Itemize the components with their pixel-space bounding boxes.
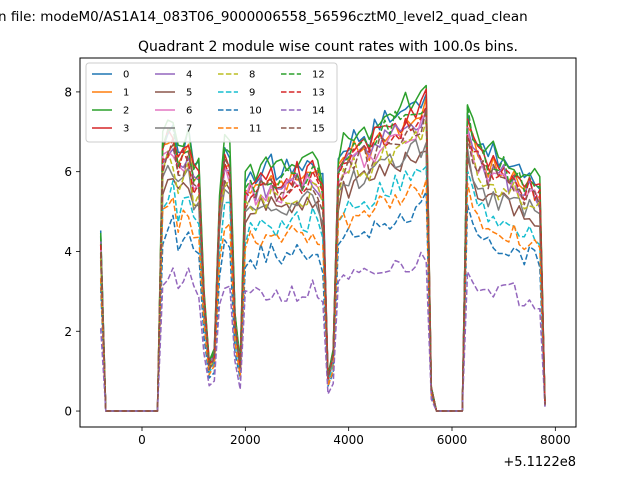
x-tick-label: 4000 (333, 433, 364, 447)
legend-label-10: 10 (249, 106, 262, 117)
axes-frame (79, 57, 577, 428)
legend-label-9: 9 (249, 88, 255, 99)
x-tick-label: 0 (138, 433, 146, 447)
figure-suptitle: n file: modeM0/AS1A14_083T06_9000006558_… (0, 9, 528, 25)
legend-label-6: 6 (186, 106, 192, 117)
legend-box (85, 62, 338, 143)
y-tick-label: 6 (64, 165, 72, 179)
x-tick-label: 6000 (437, 433, 468, 447)
series-line-10 (99, 191, 546, 412)
x-tick-label: 2000 (230, 433, 261, 447)
series-line-11 (99, 178, 546, 412)
legend-label-2: 2 (123, 106, 129, 117)
legend-label-1: 1 (123, 88, 129, 99)
legend-label-8: 8 (249, 70, 255, 81)
y-tick-label: 8 (64, 85, 72, 99)
legend-label-4: 4 (186, 70, 192, 81)
y-tick-label: 0 (64, 405, 72, 419)
x-offset-label: +5.1122e8 (503, 455, 576, 470)
legend-label-13: 13 (312, 88, 325, 99)
x-axis: 0 2000 4000 6000 8000 (138, 427, 571, 447)
legend-label-7: 7 (186, 124, 192, 135)
x-tick-label: 8000 (540, 433, 571, 447)
legend-label-0: 0 (123, 70, 129, 81)
legend-label-14: 14 (312, 106, 325, 117)
chart-title: Quadrant 2 module wise count rates with … (138, 39, 518, 55)
y-tick-label: 4 (64, 245, 72, 259)
series-line-14 (99, 251, 546, 412)
y-tick-label: 2 (64, 325, 72, 339)
y-axis: 0 2 4 6 8 (64, 85, 80, 419)
legend-label-5: 5 (186, 88, 192, 99)
legend-label-3: 3 (123, 124, 129, 135)
legend-label-12: 12 (312, 70, 325, 81)
series-line-15 (99, 108, 546, 412)
series-line-13 (99, 105, 546, 412)
series-line-9 (99, 165, 546, 412)
legend-label-11: 11 (249, 124, 262, 135)
legend-label-15: 15 (312, 124, 325, 135)
